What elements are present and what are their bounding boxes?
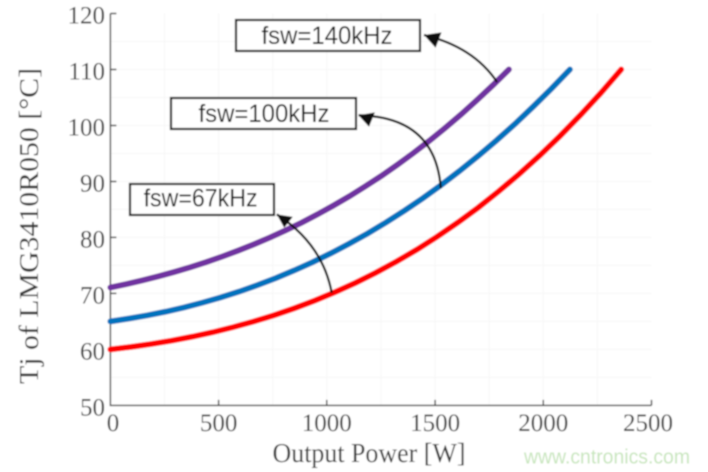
svg-text:70: 70 — [80, 282, 105, 309]
svg-text:1500: 1500 — [410, 410, 460, 437]
svg-text:120: 120 — [68, 3, 106, 30]
svg-text:500: 500 — [200, 410, 238, 437]
svg-text:www.cntronics.com: www.cntronics.com — [523, 447, 690, 469]
svg-text:Output Power [W]: Output Power [W] — [273, 438, 466, 468]
svg-text:50: 50 — [80, 394, 105, 421]
svg-text:2000: 2000 — [518, 410, 568, 437]
svg-text:1000: 1000 — [302, 410, 352, 437]
svg-text:2500: 2500 — [623, 410, 673, 437]
svg-text:60: 60 — [80, 338, 105, 365]
svg-text:100: 100 — [68, 115, 106, 142]
svg-text:90: 90 — [80, 171, 105, 198]
svg-text:fsw=67kHz: fsw=67kHz — [144, 185, 258, 213]
svg-text:Tj of LMG3410R050 [°C]: Tj of LMG3410R050 [°C] — [14, 68, 44, 384]
svg-text:110: 110 — [68, 59, 105, 86]
svg-text:80: 80 — [80, 226, 105, 253]
svg-text:fsw=140kHz: fsw=140kHz — [262, 22, 393, 50]
svg-text:fsw=100kHz: fsw=100kHz — [199, 100, 330, 128]
svg-text:0: 0 — [107, 410, 120, 437]
